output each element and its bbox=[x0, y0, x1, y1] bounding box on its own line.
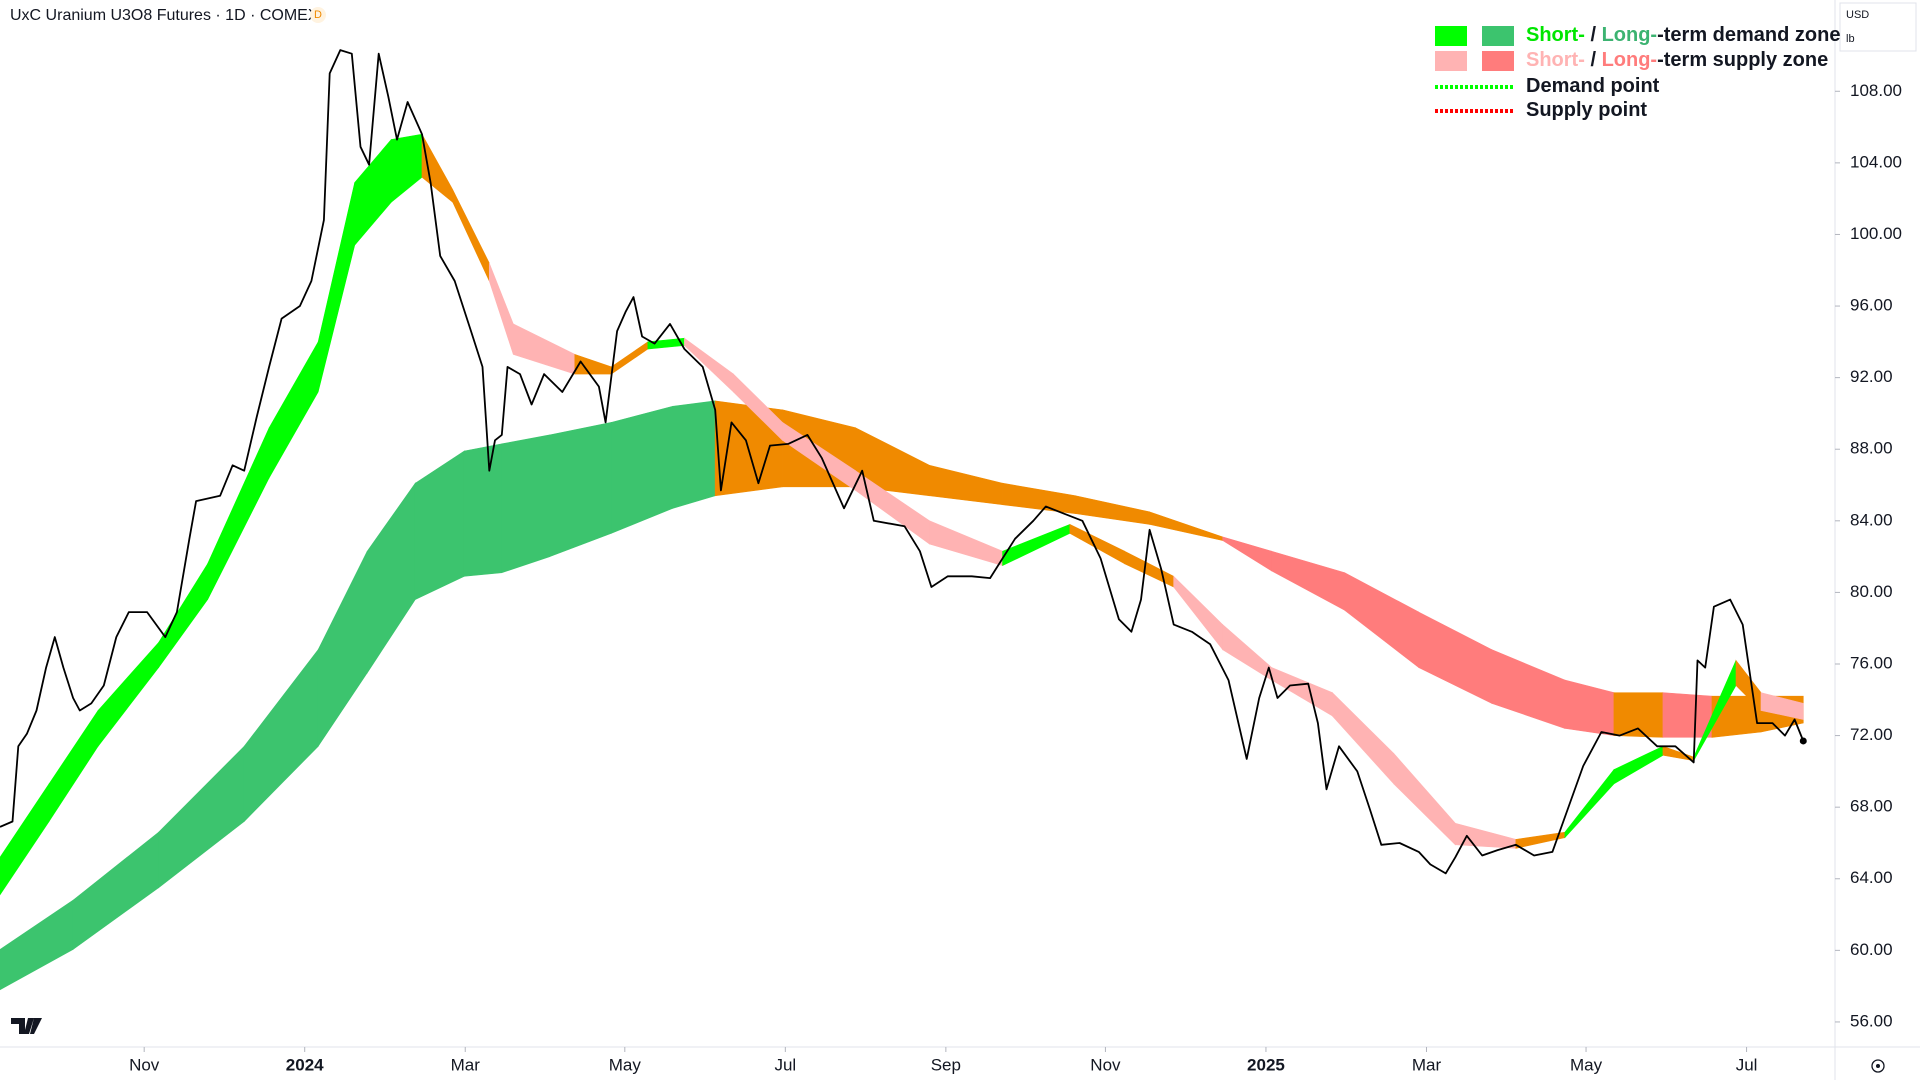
zones bbox=[0, 133, 1804, 991]
y-tick-label: 96.00 bbox=[1850, 296, 1893, 315]
last-price-dot bbox=[1799, 737, 1807, 745]
legend-label: Short- / Long--term supply zone bbox=[1526, 49, 1828, 71]
legend-label: Short- / Long--term demand zone bbox=[1526, 24, 1840, 46]
y-tick-label: 80.00 bbox=[1850, 582, 1893, 601]
y-tick-label: 72.00 bbox=[1850, 725, 1893, 744]
y-tick-label: 104.00 bbox=[1850, 152, 1902, 171]
y-tick-label: 64.00 bbox=[1850, 868, 1893, 887]
x-tick-label: Sep bbox=[931, 1055, 961, 1074]
zone-segment bbox=[1613, 692, 1664, 738]
x-tick-label: 2025 bbox=[1247, 1055, 1285, 1074]
legend-label: Supply point bbox=[1526, 99, 1647, 121]
x-tick-label: Nov bbox=[1090, 1055, 1121, 1074]
unit-box[interactable] bbox=[1839, 2, 1917, 52]
y-tick-label: 88.00 bbox=[1850, 439, 1893, 458]
chart-title: UxC Uranium U3O8 Futures · 1D · COMEX bbox=[10, 7, 319, 24]
legend-text-part: Short- bbox=[1526, 24, 1585, 46]
y-tick-label: 68.00 bbox=[1850, 797, 1893, 816]
x-tick-label: May bbox=[609, 1055, 642, 1074]
y-tick-label: 76.00 bbox=[1850, 653, 1893, 672]
x-tick-label: Mar bbox=[451, 1055, 481, 1074]
zone-segment bbox=[501, 434, 551, 574]
settings-icon-dot[interactable] bbox=[1876, 1064, 1880, 1068]
zone-segment bbox=[672, 400, 716, 509]
legend-text-part: Supply point bbox=[1526, 99, 1647, 121]
legend-text-part: -term supply zone bbox=[1657, 49, 1828, 71]
legend-text-part: Short- bbox=[1526, 49, 1585, 71]
y-tick-label: 60.00 bbox=[1850, 940, 1893, 959]
legend-swatch bbox=[1482, 26, 1514, 46]
legend-text-part: / bbox=[1585, 49, 1602, 71]
badge: D bbox=[314, 9, 322, 21]
x-tick-label: Jul bbox=[774, 1055, 796, 1074]
zone-segment bbox=[1662, 692, 1713, 738]
legend-swatch bbox=[1435, 26, 1467, 46]
x-tick-label: Nov bbox=[129, 1055, 160, 1074]
unit[interactable]: lb bbox=[1846, 33, 1855, 45]
y-tick-label: 84.00 bbox=[1850, 510, 1893, 529]
x-tick-label: May bbox=[1570, 1055, 1603, 1074]
y-tick-label: 92.00 bbox=[1850, 367, 1893, 386]
price-line bbox=[0, 49, 1805, 875]
settings-icon[interactable] bbox=[1871, 1059, 1885, 1073]
x-tick-label: 2024 bbox=[286, 1055, 324, 1074]
legend-text-part: Long- bbox=[1602, 24, 1658, 46]
axes: 56.00 60.00 64.00 68.00 72.00 76.00 80.00 84.00… bbox=[129, 81, 1902, 1075]
legend-text-part: Demand point bbox=[1526, 75, 1660, 97]
currency[interactable]: USD bbox=[1846, 9, 1869, 21]
zone-segment bbox=[1760, 692, 1804, 720]
x-tick-label: Mar bbox=[1412, 1055, 1442, 1074]
y-tick-label: 100.00 bbox=[1850, 224, 1902, 243]
legend-text-part: / bbox=[1585, 24, 1602, 46]
y-tick-label: 56.00 bbox=[1850, 1011, 1893, 1030]
legend-swatch bbox=[1435, 51, 1467, 71]
price-layer bbox=[0, 49, 1807, 875]
zone-segment bbox=[549, 422, 612, 558]
legend-label: Demand point bbox=[1526, 75, 1660, 97]
legend-text-part: -term demand zone bbox=[1657, 24, 1840, 46]
legend-text-part: Long- bbox=[1602, 49, 1658, 71]
zone-segment bbox=[463, 443, 503, 577]
logo bbox=[11, 1018, 42, 1034]
legend-swatch bbox=[1482, 51, 1514, 71]
logo-mark bbox=[11, 1018, 42, 1034]
x-tick-label: Jul bbox=[1736, 1055, 1758, 1074]
badge-bg bbox=[310, 7, 326, 23]
y-tick-label: 108.00 bbox=[1850, 81, 1902, 100]
